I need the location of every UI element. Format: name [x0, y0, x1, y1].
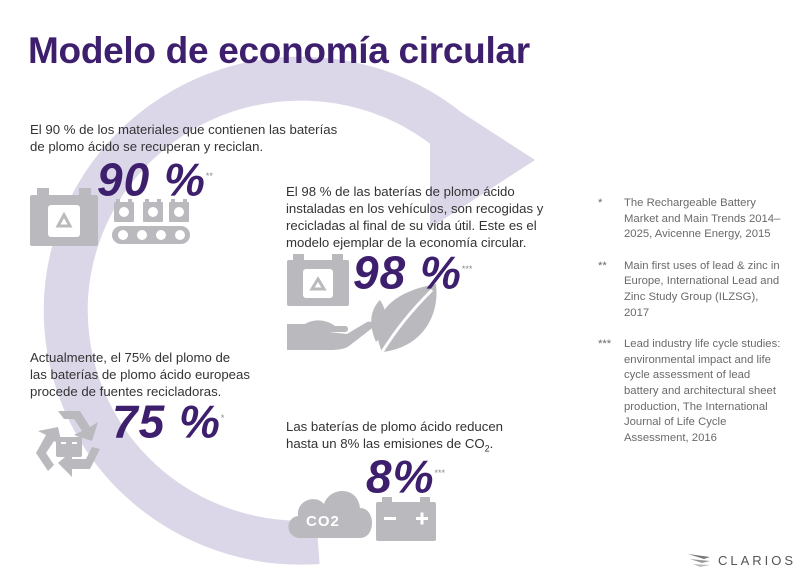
clarios-logo: CLARIOS	[686, 552, 796, 568]
clarios-wing-icon	[688, 554, 710, 567]
footnote-marker: *	[220, 413, 225, 423]
stat-90-value: 90 %**	[97, 153, 213, 206]
battery-icon	[30, 188, 98, 246]
page-title: Modelo de economía circular	[28, 30, 530, 71]
reference-item: * The Rechargeable Battery Market and Mai…	[598, 197, 781, 241]
battery-icon	[287, 254, 349, 306]
recycle-battery-icon	[36, 411, 100, 477]
footnote-marker: **	[205, 171, 213, 181]
stat-75-value: 75 %*	[112, 395, 225, 448]
recycle-icon	[55, 211, 73, 228]
references-list: * The Rechargeable Battery Market and Mai…	[598, 196, 783, 462]
stat-98-description: El 98 % de las baterías de plomo ácido i…	[286, 184, 544, 250]
reference-item: *** Lead industry life cycle studies: env…	[598, 338, 781, 444]
stat-90-description: El 90 % de los materiales que contienen …	[30, 122, 338, 154]
reference-item: ** Main first uses of lead & zinc in Euro…	[598, 259, 780, 319]
footnote-marker: ***	[434, 468, 445, 478]
stat-8-description: Las baterías de plomo ácido reducen hast…	[286, 419, 504, 454]
cloud-co2-label: CO2	[306, 513, 340, 530]
leaf-icon	[371, 284, 437, 353]
footnote-marker: ***	[461, 264, 473, 274]
battery-conveyor-icon	[112, 199, 190, 244]
stat-75-description: Actualmente, el 75% del plomo de las bat…	[30, 350, 250, 399]
hand-icon	[287, 320, 374, 350]
battery-icon	[376, 497, 436, 541]
stat-8-value: 8%***	[366, 450, 445, 503]
cloud-icon	[288, 490, 372, 538]
logo-text: CLARIOS	[718, 552, 797, 568]
stat-98-value: 98 %***	[353, 246, 473, 299]
